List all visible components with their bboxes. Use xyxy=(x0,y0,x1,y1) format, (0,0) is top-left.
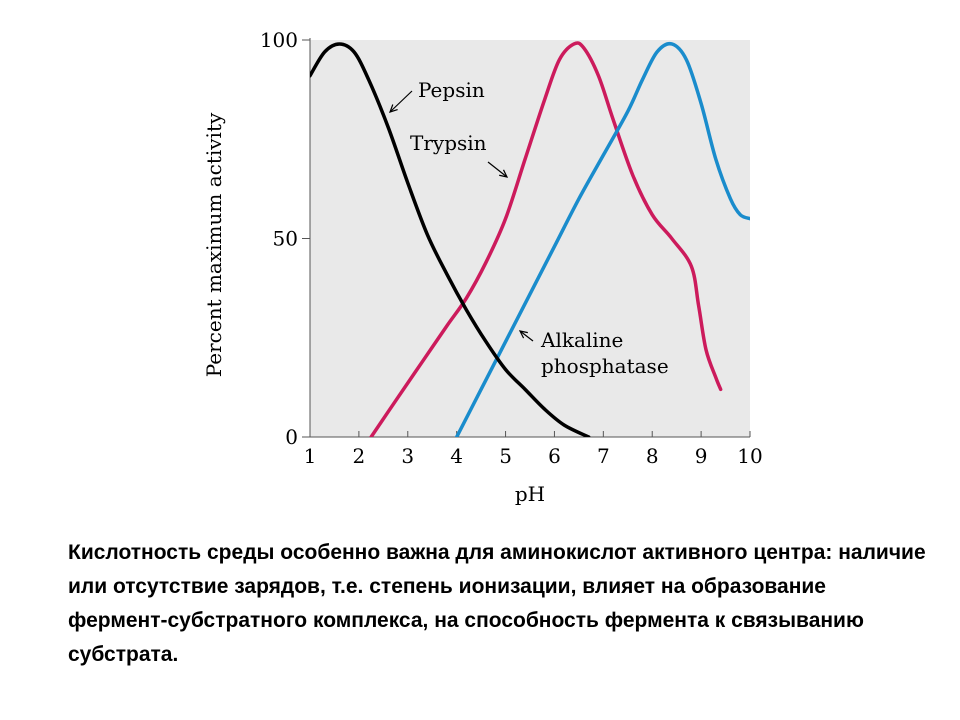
x-tick-label: 8 xyxy=(646,444,659,468)
series-line-alkaline-phosphatase xyxy=(454,41,750,437)
y-axis-label: Percent maximum activity xyxy=(202,112,226,377)
x-tick-label: 10 xyxy=(737,444,762,468)
y-tick-label: 0 xyxy=(285,425,298,449)
series-layer xyxy=(310,41,750,437)
x-tick-label: 6 xyxy=(548,444,561,468)
annotation-arrow-trypsin xyxy=(487,161,508,178)
caption-text: Кислотность среды особенно важна для ами… xyxy=(68,541,926,666)
x-tick-label: 9 xyxy=(695,444,708,468)
annotation-trypsin-line: Trypsin xyxy=(410,131,487,155)
x-tick-label: 5 xyxy=(499,444,512,468)
annotation-arrow-alkaline xyxy=(519,330,534,342)
annotation-alkaline-line: phosphatase xyxy=(541,354,669,378)
x-tick-label: 1 xyxy=(304,444,317,468)
x-tick-label: 4 xyxy=(450,444,463,468)
x-tick-label: 2 xyxy=(353,444,366,468)
x-tick-label: 3 xyxy=(401,444,414,468)
annotation-alkaline-line: Alkaline xyxy=(540,328,623,352)
series-line-trypsin xyxy=(369,41,723,437)
plot-background xyxy=(310,40,750,437)
annotation-arrowhead-pepsin xyxy=(389,104,398,113)
y-tick-label: 100 xyxy=(260,28,298,52)
annotation-arrowhead-trypsin xyxy=(499,169,509,178)
x-tick-label: 7 xyxy=(597,444,610,468)
x-axis-label: pH xyxy=(515,482,545,506)
annotation-arrowhead-alkaline xyxy=(518,330,528,339)
annotation-arrow-pepsin xyxy=(389,90,413,113)
y-tick-label: 50 xyxy=(273,227,298,251)
series-line-pepsin xyxy=(310,42,591,437)
annotation-pepsin-line: Pepsin xyxy=(418,78,485,102)
